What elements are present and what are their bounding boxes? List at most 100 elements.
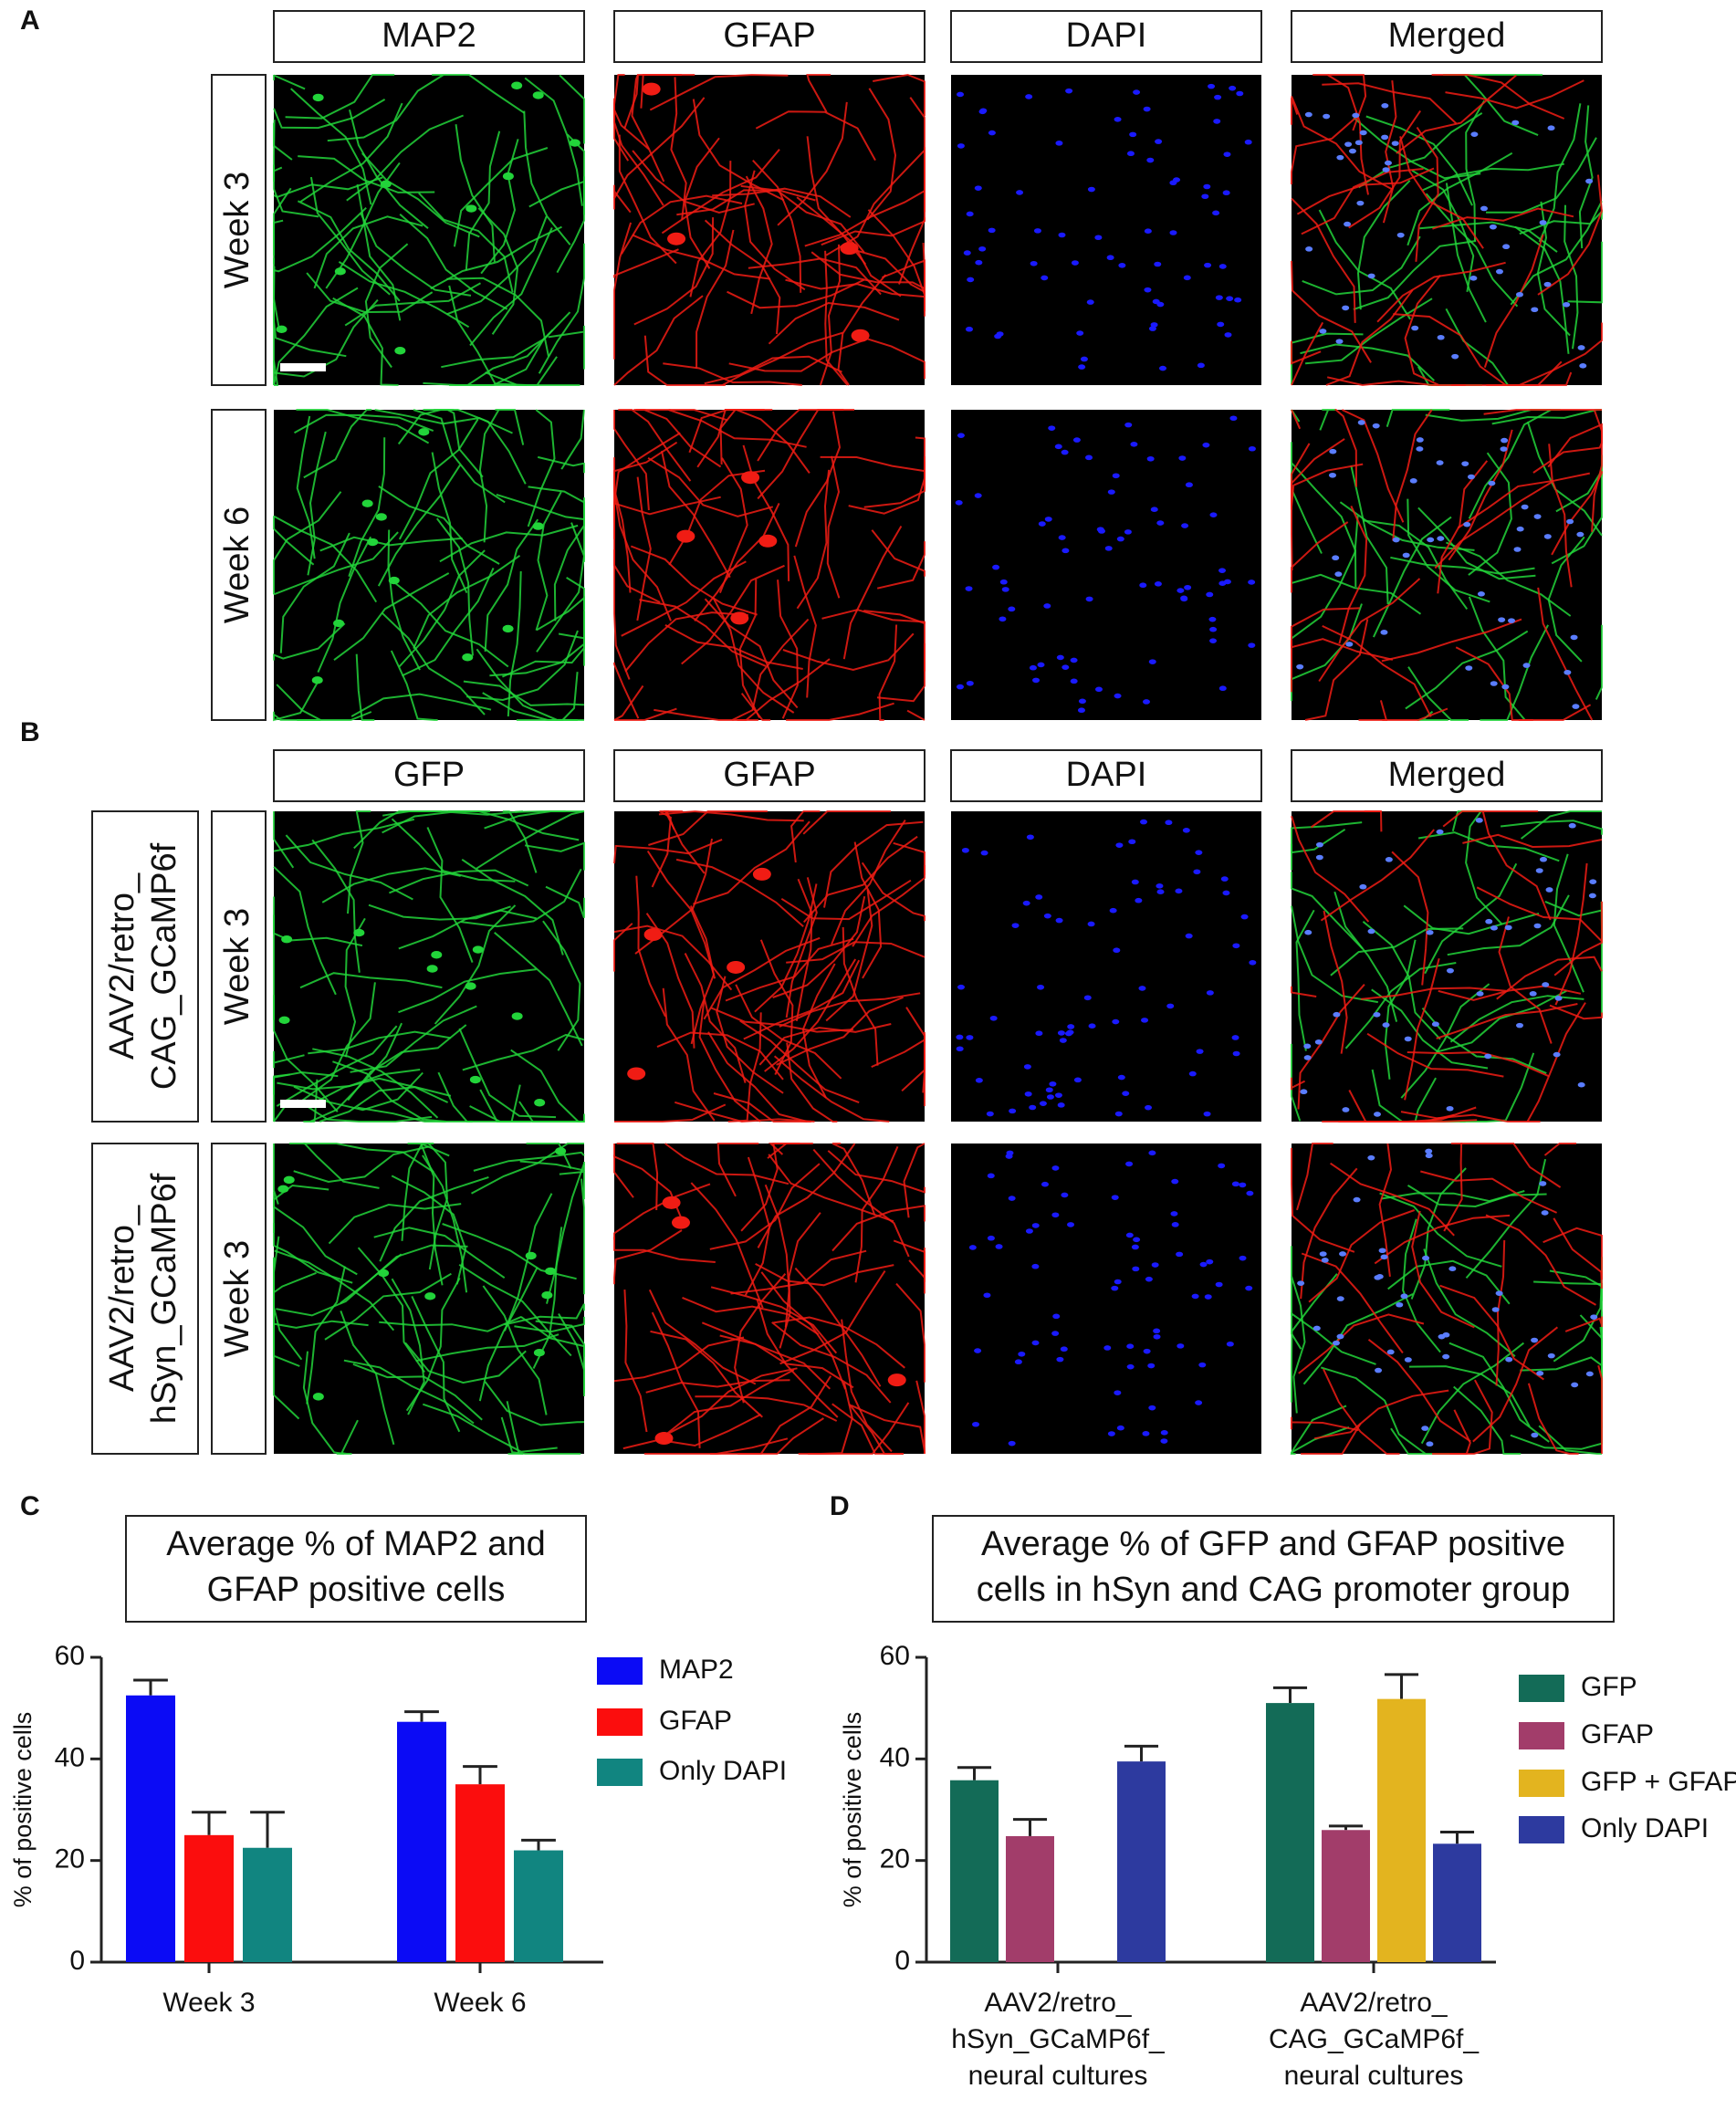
cell-body [1380,1254,1388,1260]
micrograph-content [613,409,926,721]
cell-body [1139,819,1147,825]
cell-body [1026,834,1034,841]
cell-process [422,1154,468,1293]
cell-body [1215,1281,1223,1288]
cell-process [1421,1007,1547,1075]
cell-body [1367,928,1375,935]
cell-process [1400,1111,1541,1123]
cell-process [1393,313,1507,386]
cell-process [1551,471,1603,556]
cell-body [1031,1263,1040,1269]
cell-body [1077,707,1085,714]
cell-process [537,455,585,474]
cell-body [388,576,400,585]
cell-process [273,360,279,386]
cell-body [1222,890,1230,896]
cell-process [338,261,470,329]
x-tick-label: neural cultures [968,2061,1148,2091]
cell-process [1404,957,1440,1101]
cell-body [1381,102,1389,109]
cell-process [1291,1426,1350,1454]
micrograph-content [955,415,1256,714]
cell-process [613,102,664,206]
cell-process [1291,905,1378,1004]
cell-process [796,469,831,610]
cell-body [1421,1426,1429,1431]
cell-process [616,1143,659,1211]
x-tick-label: hSyn_GCaMP6f_ [951,2024,1166,2054]
cell-body [1178,455,1187,461]
cell-process [273,491,342,595]
chart-title: cells in hSyn and CAG promoter group [977,1571,1571,1609]
cell-body [1425,1148,1433,1154]
cell-body [662,1196,681,1209]
cell-body [1539,1181,1547,1186]
cell-body [1067,1222,1075,1227]
cell-body [1339,1251,1347,1257]
cell-body [1386,1349,1395,1355]
cell-process [420,1143,444,1286]
cell-body [277,1185,289,1193]
cell-process [804,190,926,247]
cell-process [347,1024,467,1102]
cell-process [801,963,836,1099]
cell-body [1554,996,1563,1001]
cell-body [1060,1346,1068,1352]
cell-body [1150,507,1158,512]
cell-process [1291,1246,1302,1350]
cell-process [757,409,844,500]
cell-body [1545,887,1553,893]
cell-process [524,841,585,871]
cell-body [1169,230,1177,235]
cell-body [967,277,975,283]
cell-body [1206,990,1214,996]
cell-body [957,143,965,149]
micrograph [614,410,925,720]
y-tick-label: 40 [880,1742,910,1772]
cell-process [298,155,435,193]
cell-process [273,1223,353,1284]
cell-body [1156,301,1165,308]
cell-body [1022,900,1030,906]
cell-process [1519,209,1603,235]
cell-process [1553,901,1603,976]
cell-process [648,810,768,846]
cell-process [690,1182,764,1309]
cell-process [716,976,784,1094]
cell-body [758,534,778,548]
cell-body [1171,1178,1179,1185]
cell-process [795,878,813,1021]
cell-body [1202,442,1210,448]
cell-process [635,875,666,1018]
cell-process [848,1403,904,1455]
cell-process [1591,409,1603,532]
cell-process [662,987,716,1122]
cell-process [876,643,926,703]
cell-process [1495,1239,1506,1386]
cell-process [664,1143,790,1185]
cell-process [759,939,794,1076]
cell-process [317,536,372,673]
cell-body [1416,446,1424,452]
cell-body [1175,888,1183,894]
cell-body [1539,856,1547,862]
cell-body [1425,1153,1433,1159]
cell-process [893,1239,926,1294]
cell-body [1404,1357,1412,1363]
micrograph-content [957,83,1252,371]
cell-process [1520,810,1602,840]
cell-body [1484,1053,1492,1060]
cell-body [541,1291,553,1300]
cell-process [1481,810,1552,921]
cell-process [1363,519,1469,610]
cell-body [1304,111,1312,118]
cell-process [398,418,479,540]
cell-body [1154,580,1162,587]
cell-process [1334,409,1357,487]
cell-body [1138,986,1146,991]
bar [455,1784,505,1962]
cell-body [1535,868,1543,873]
cell-body [1442,1332,1450,1338]
cell-body [1117,1074,1125,1081]
cell-body [1114,1279,1122,1285]
